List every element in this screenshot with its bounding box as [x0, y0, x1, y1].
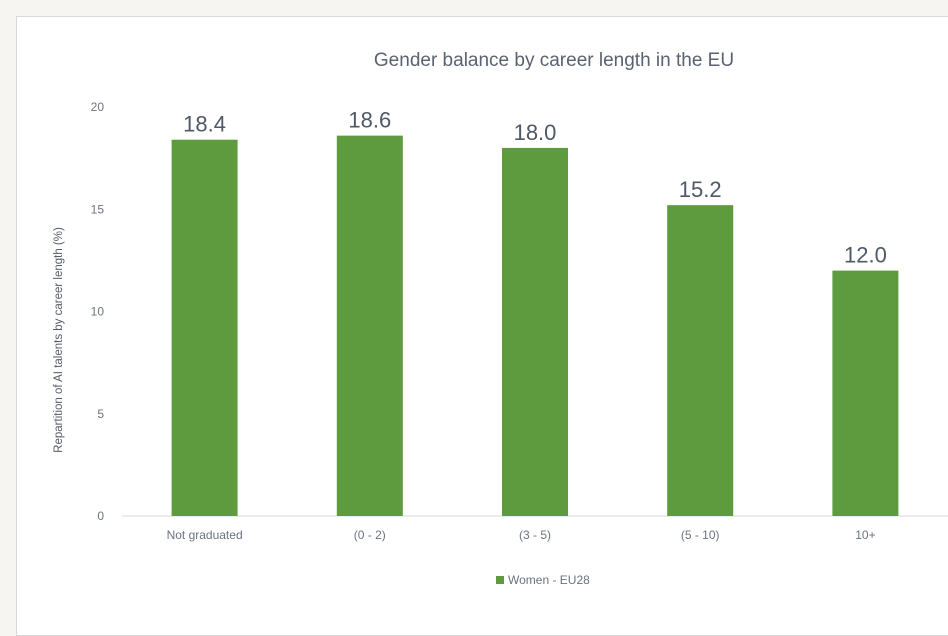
x-tick-label: (0 - 2): [354, 528, 386, 542]
y-tick-label: 0: [97, 509, 104, 523]
legend: Women - EU28: [496, 573, 590, 587]
x-axis-ticks: Not graduated (0 - 2) (3 - 5) (5 - 10) 10+: [167, 528, 876, 542]
bar: [502, 147, 568, 516]
bar-value-label: 18.4: [183, 112, 226, 137]
value-labels-group: 18.4 18.6 18.0 15.2 12.0: [183, 108, 887, 268]
chart-title: Gender balance by career length in the E…: [374, 50, 734, 71]
legend-label: Women - EU28: [508, 573, 590, 587]
y-axis-ticks: 0 5 10 15 20: [91, 100, 105, 523]
y-tick-label: 15: [91, 202, 105, 216]
bar-value-label: 12.0: [844, 243, 887, 268]
bar: [667, 205, 734, 516]
y-tick-label: 10: [91, 305, 105, 319]
legend-swatch: [496, 576, 504, 584]
bar: [832, 270, 899, 516]
bar: [336, 135, 403, 516]
bar: [171, 139, 238, 516]
y-axis-label: Repartition of AI talents by career leng…: [53, 227, 65, 453]
x-tick-label: (5 - 10): [681, 528, 720, 542]
y-tick-label: 20: [91, 100, 105, 114]
y-tick-label: 5: [97, 407, 104, 421]
bar-value-label: 18.6: [348, 108, 391, 133]
x-tick-label: Not graduated: [167, 528, 243, 542]
x-tick-label: 10+: [855, 528, 875, 542]
bar-value-label: 15.2: [679, 177, 722, 202]
chart-frame: [16, 16, 948, 636]
bars-group: [171, 135, 899, 516]
x-tick-label: (3 - 5): [519, 528, 551, 542]
bar-value-label: 18.0: [514, 120, 557, 145]
